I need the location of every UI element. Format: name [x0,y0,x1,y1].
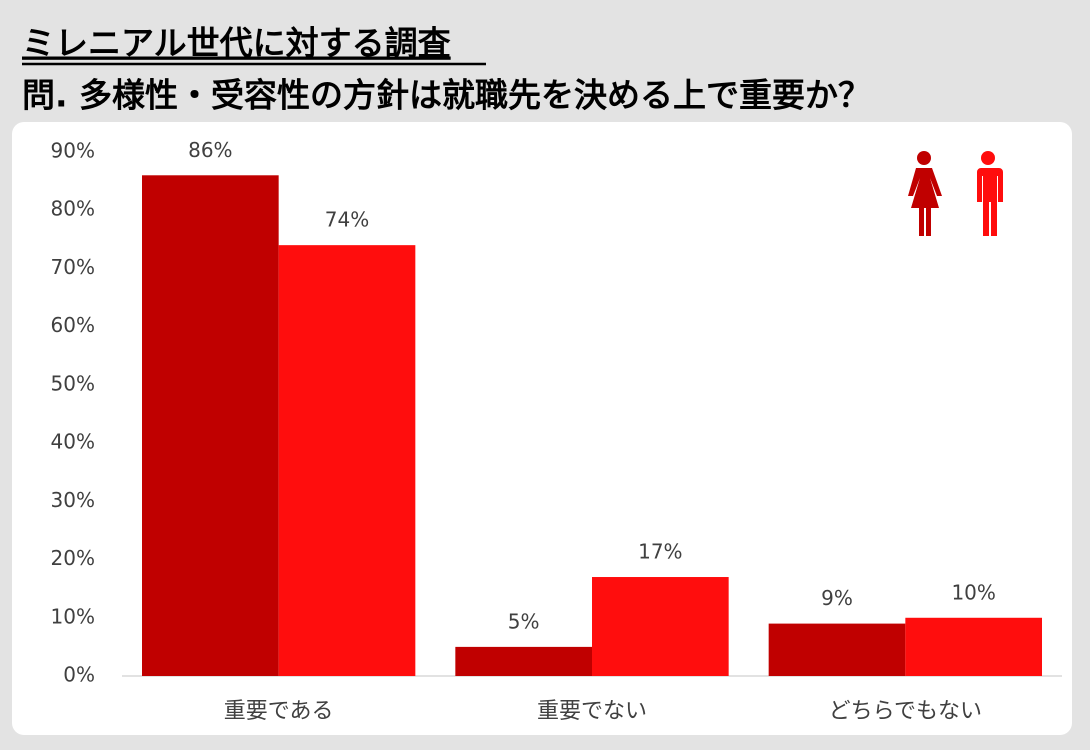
chart-title: ミレニアル世代に対する調査 [22,24,451,63]
male-icon [977,151,1003,236]
value-label: 86% [188,138,232,162]
bar [905,617,1042,676]
bar [278,245,416,676]
y-tick-label: 60% [51,313,95,337]
y-tick-label: 20% [51,546,95,570]
x-tick-label: 重要である [224,699,334,724]
y-tick-label: 0% [63,663,95,687]
bar [455,646,592,676]
value-label: 17% [638,540,682,564]
value-label: 74% [325,208,369,232]
y-tick-label: 80% [51,197,95,221]
value-label: 10% [951,580,995,604]
chart-subtitle: 問. 多様性・受容性の方針は就職先を決める上で重要か？ [22,76,871,115]
bar [592,577,729,676]
y-tick-label: 30% [51,488,95,512]
y-tick-label: 10% [51,604,95,628]
value-label: 9% [821,586,853,610]
bar [142,175,279,677]
y-tick-label: 40% [51,430,95,454]
y-tick-label: 70% [51,255,95,279]
x-tick-label: どちらでもない [829,699,982,724]
value-label: 5% [508,609,540,633]
x-tick-label: 重要でない [537,699,647,724]
female-icon [908,151,942,236]
bar [768,623,906,676]
y-tick-label: 90% [51,139,95,163]
y-tick-label: 50% [51,371,95,395]
